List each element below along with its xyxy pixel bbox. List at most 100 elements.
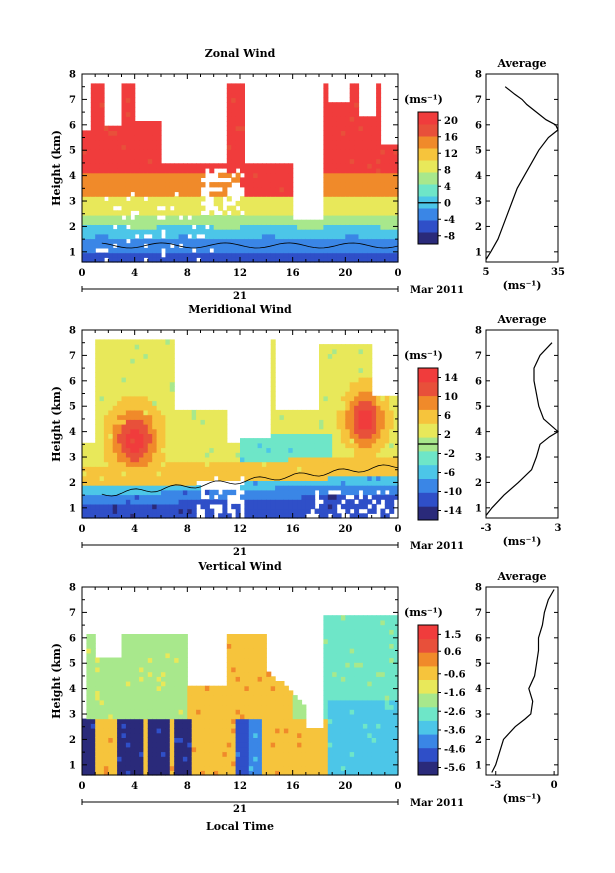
- heatmap-cell: [349, 243, 355, 249]
- heatmap-cell: [152, 648, 158, 654]
- heatmap-cell: [266, 196, 272, 202]
- heatmap-cell: [108, 130, 114, 136]
- heatmap-cell: [121, 186, 127, 193]
- heatmap-cell: [270, 182, 276, 188]
- heatmap-cell: [152, 409, 158, 416]
- heatmap-cell: [165, 428, 171, 434]
- heatmap-cell: [253, 494, 259, 500]
- heatmap-cell: [244, 168, 250, 174]
- heatmap-cell: [156, 751, 162, 757]
- heatmap-cell: [371, 233, 377, 240]
- heatmap-cell: [95, 377, 101, 383]
- heatmap-cell: [169, 353, 175, 359]
- heatmap-cell: [332, 153, 338, 160]
- heatmap-cell: [305, 452, 311, 458]
- heatmap-cell: [182, 224, 188, 230]
- heatmap-cell: [279, 480, 285, 486]
- heatmap-cell: [261, 447, 267, 453]
- heatmap-cell: [139, 485, 145, 491]
- heatmap-cell: [336, 499, 342, 505]
- heatmap-cell: [169, 634, 175, 640]
- heatmap-cell: [112, 196, 118, 202]
- heatmap-cell: [165, 200, 171, 207]
- colorbar-segment: [418, 409, 438, 424]
- heatmap-cell: [305, 424, 311, 430]
- heatmap-cell: [270, 466, 276, 472]
- heatmap-cell: [367, 409, 373, 416]
- heatmap-cell: [191, 177, 197, 183]
- heatmap-cell: [143, 638, 149, 644]
- heatmap-cell: [143, 215, 149, 221]
- heatmap-cell: [161, 732, 166, 738]
- heatmap-cell: [279, 494, 285, 500]
- heatmap-cell: [161, 718, 166, 724]
- heatmap-cell: [257, 461, 263, 467]
- heatmap-cell: [393, 219, 399, 225]
- heatmap-cell: [134, 414, 140, 420]
- heatmap-cell: [99, 732, 105, 738]
- heatmap-cell: [117, 433, 123, 439]
- heatmap-cell: [182, 513, 188, 519]
- heatmap-cell: [371, 215, 377, 221]
- heatmap-cell: [261, 219, 267, 225]
- heatmap-cell: [332, 381, 338, 387]
- heatmap-cell: [222, 252, 228, 258]
- heatmap-cell: [108, 339, 114, 345]
- heatmap-cell: [143, 144, 149, 150]
- heatmap-cell: [152, 424, 158, 430]
- heatmap-cell: [248, 163, 254, 169]
- heatmap-cell: [125, 695, 131, 701]
- heatmap-cell: [253, 210, 259, 216]
- heatmap-cell: [310, 447, 316, 453]
- heatmap-cell: [336, 409, 342, 416]
- heatmap-cell: [200, 503, 206, 510]
- heatmap-cell: [384, 177, 390, 183]
- heatmap-cell: [174, 480, 180, 486]
- heatmap-cell: [143, 770, 149, 776]
- heatmap-cell: [332, 386, 338, 392]
- heatmap-cell: [86, 229, 92, 235]
- heatmap-cell: [279, 257, 285, 263]
- heatmap-cell: [235, 163, 241, 169]
- average-y-tick-label: 4: [475, 427, 482, 438]
- heatmap-cell: [275, 215, 281, 221]
- heatmap-cell: [323, 489, 329, 496]
- heatmap-cell: [99, 367, 105, 373]
- heatmap-cell: [165, 419, 171, 425]
- average-y-tick-label: 2: [475, 222, 482, 233]
- heatmap-cell: [103, 377, 109, 383]
- colorbar-segment: [418, 160, 438, 173]
- heatmap-cell: [204, 737, 210, 743]
- heatmap-cell: [327, 257, 333, 263]
- heatmap-cell: [82, 485, 87, 491]
- heatmap-cell: [327, 428, 333, 434]
- heatmap-cell: [125, 737, 131, 743]
- heatmap-cell: [213, 713, 219, 720]
- heatmap-cell: [231, 681, 237, 687]
- heatmap-cell: [86, 756, 92, 762]
- heatmap-cell: [121, 760, 127, 767]
- heatmap-cell: [336, 186, 342, 193]
- x-tick-label: 0: [79, 268, 86, 279]
- heatmap-cell: [340, 489, 346, 496]
- heatmap-cell: [340, 386, 346, 392]
- heatmap-cell: [226, 97, 232, 103]
- heatmap-cell: [169, 480, 175, 486]
- heatmap-cell: [253, 485, 259, 491]
- heatmap-cell: [174, 475, 180, 481]
- heatmap-cell: [187, 713, 193, 720]
- heatmap-cell: [169, 728, 175, 734]
- heatmap-cell: [235, 461, 241, 467]
- heatmap-cell: [125, 728, 131, 734]
- heatmap-cell: [244, 452, 250, 458]
- heatmap-cell: [178, 419, 184, 425]
- heatmap-cell: [130, 243, 136, 249]
- heatmap-cell: [165, 196, 171, 202]
- heatmap-cell: [165, 358, 171, 364]
- heatmap-cell: [297, 419, 303, 425]
- heatmap-cell: [376, 475, 382, 481]
- heatmap-cell: [147, 671, 153, 677]
- heatmap-cell: [182, 182, 188, 188]
- heatmap-cell: [143, 191, 149, 197]
- heatmap-cell: [261, 247, 267, 254]
